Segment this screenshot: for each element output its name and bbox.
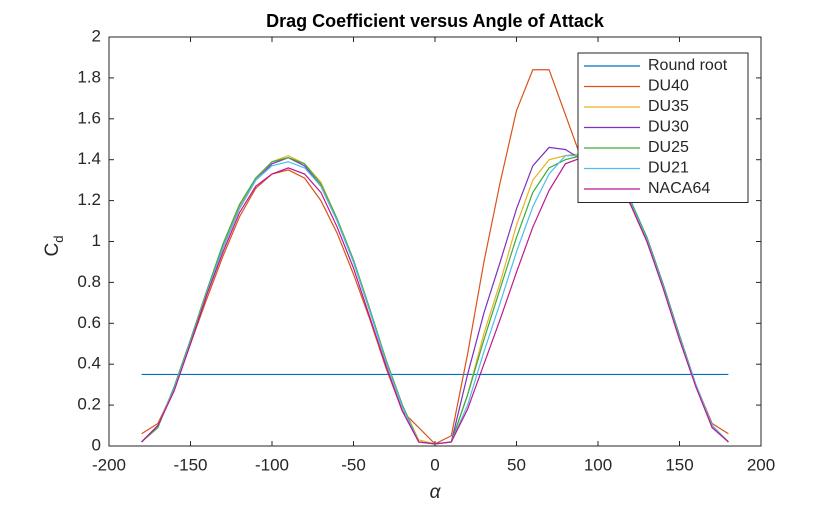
legend-label: DU35: [648, 98, 689, 115]
x-tick-label: 200: [747, 455, 775, 474]
x-tick-label: 150: [665, 455, 693, 474]
x-tick-label: 100: [584, 455, 612, 474]
y-axis-label-main: C: [42, 243, 63, 257]
x-tick-label: -200: [92, 455, 126, 474]
x-tick-label: 0: [430, 455, 439, 474]
legend-label: DU40: [648, 78, 689, 95]
y-tick-label: 1.4: [77, 149, 101, 168]
y-tick-label: 1.2: [77, 190, 101, 209]
y-tick-label: 0.2: [77, 395, 101, 414]
y-tick-label: 0.4: [77, 354, 101, 373]
y-axis-label-subscript: d: [51, 236, 66, 243]
chart-title: Drag Coefficient versus Angle of Attack: [266, 11, 605, 31]
x-axis-label: α: [430, 482, 442, 503]
y-tick-label: 1.6: [77, 108, 101, 127]
y-tick-label: 1: [92, 231, 101, 250]
y-tick-label: 1.8: [77, 67, 101, 86]
legend-label: DU30: [648, 119, 689, 136]
legend-label: NACA64: [648, 180, 710, 197]
y-tick-label: 2: [92, 26, 101, 45]
x-tick-label: -150: [173, 455, 207, 474]
x-tick-label: -50: [341, 455, 366, 474]
legend-label: DU21: [648, 160, 689, 177]
legend-label: Round root: [648, 57, 728, 74]
y-axis-label: Cd: [42, 236, 66, 257]
legend-label: DU25: [648, 139, 689, 156]
y-tick-label: 0.6: [77, 313, 101, 332]
x-tick-label: 50: [507, 455, 526, 474]
y-tick-label: 0.8: [77, 272, 101, 291]
x-tick-label: -100: [255, 455, 289, 474]
y-tick-label: 0: [92, 435, 101, 454]
plot-frame: [108, 36, 762, 447]
data-line: [141, 157, 729, 445]
